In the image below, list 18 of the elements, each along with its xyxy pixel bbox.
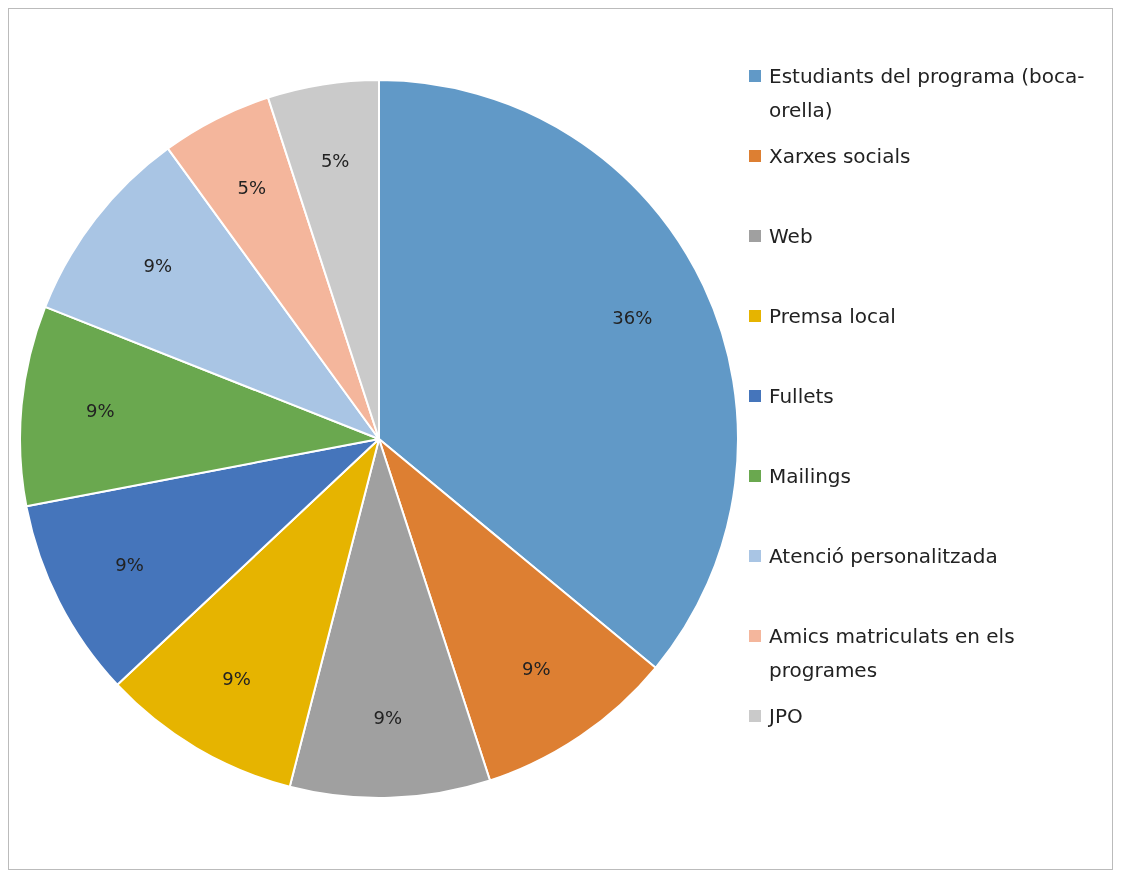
data-label: 9%	[222, 667, 251, 689]
data-label: 9%	[143, 255, 173, 277]
legend-label: Atenció personalitzada	[769, 543, 999, 570]
legend-label: Estudiants del programa (boca-orella)	[769, 63, 1086, 124]
legend-label: Web	[769, 223, 814, 250]
data-label: 5%	[320, 150, 350, 172]
legend-label: Premsa local	[769, 303, 897, 330]
legend-label: Mailings	[769, 463, 852, 490]
data-label: 9%	[85, 400, 115, 422]
data-label: 5%	[237, 177, 267, 199]
legend-label: Fullets	[769, 383, 835, 410]
data-label: 9%	[522, 658, 551, 680]
legend-label: Xarxes socials	[769, 143, 912, 170]
data-label: 9%	[115, 553, 144, 575]
data-label: 36%	[612, 307, 653, 329]
legend-label: Amics matriculats en els programes	[769, 623, 1016, 684]
data-label: 9%	[373, 706, 403, 728]
legend-label: JPO	[769, 703, 804, 730]
